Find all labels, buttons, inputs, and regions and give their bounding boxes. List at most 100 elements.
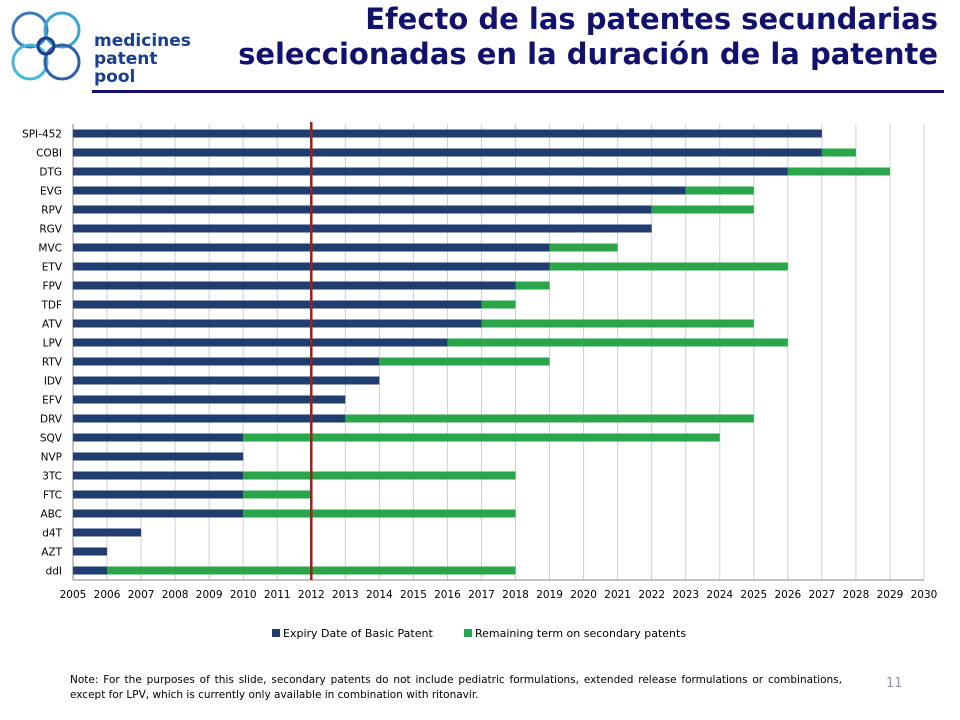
x-tick-label: 2022	[638, 589, 665, 601]
x-tick-label: 2019	[536, 589, 563, 601]
bar-secondary-patents	[549, 262, 788, 271]
x-tick-label: 2021	[604, 589, 631, 601]
bar-basic-patent	[73, 281, 516, 290]
bar-basic-patent	[73, 528, 142, 537]
x-tick-label: 2011	[264, 589, 291, 601]
category-label: EVG	[40, 186, 62, 198]
bar-secondary-patents	[243, 471, 516, 480]
bar-basic-patent	[73, 319, 482, 328]
bar-secondary-patents	[447, 338, 788, 347]
x-tick-label: 2018	[502, 589, 529, 601]
x-tick-label: 2020	[570, 589, 597, 601]
category-label: ATV	[42, 319, 63, 331]
bar-secondary-patents	[515, 281, 550, 290]
x-tick-label: 2007	[128, 589, 155, 601]
category-label: 3TC	[42, 471, 62, 483]
x-tick-label: 2012	[298, 589, 325, 601]
x-tick-label: 2026	[774, 589, 801, 601]
slide-title-line-2: seleccionadas en la duración de la paten…	[238, 37, 938, 71]
x-tick-label: 2025	[740, 589, 767, 601]
category-label: RPV	[41, 205, 63, 217]
category-label: SPI-452	[22, 129, 62, 141]
logo-word-patent: patent	[94, 49, 158, 69]
x-tick-label: 2027	[809, 589, 836, 601]
logo-word-medicines: medicines	[94, 31, 191, 51]
x-tick-label: 2010	[230, 589, 257, 601]
bar-secondary-patents	[243, 433, 720, 442]
category-label: d4T	[42, 528, 62, 540]
category-label: RGV	[39, 224, 62, 236]
bar-secondary-patents	[821, 148, 856, 157]
category-label: FTC	[43, 490, 62, 502]
bar-secondary-patents	[481, 319, 754, 328]
bar-basic-patent	[73, 433, 244, 442]
logo-word-pool: pool	[94, 67, 136, 87]
bar-basic-patent	[73, 414, 346, 423]
category-label: NVP	[41, 452, 62, 464]
x-tick-label: 2016	[434, 589, 461, 601]
bar-basic-patent	[73, 129, 822, 138]
x-tick-label: 2028	[843, 589, 870, 601]
x-tick-label: 2029	[877, 589, 904, 601]
bar-secondary-patents	[243, 509, 516, 518]
bar-secondary-patents	[345, 414, 754, 423]
bar-basic-patent	[73, 205, 652, 214]
title-underline	[92, 90, 944, 93]
category-label: ETV	[42, 262, 63, 274]
x-tick-label: 2014	[366, 589, 393, 601]
slide-title-line-1: Efecto de las patentes secundarias	[365, 2, 938, 36]
bar-basic-patent	[73, 338, 448, 347]
page-number: 11	[886, 676, 903, 691]
category-label: ABC	[40, 509, 62, 521]
bar-basic-patent	[73, 357, 380, 366]
category-label: MVC	[38, 243, 62, 255]
bar-secondary-patents	[651, 205, 754, 214]
x-tick-label: 2024	[706, 589, 733, 601]
category-label: RTV	[42, 357, 63, 369]
bar-secondary-patents	[787, 167, 890, 176]
x-tick-label: 2006	[94, 589, 121, 601]
footnote: Note: For the purposes of this slide, se…	[70, 674, 842, 701]
bar-basic-patent	[73, 471, 244, 480]
bar-basic-patent	[73, 148, 822, 157]
category-label: LPV	[43, 338, 63, 350]
category-label: COBI	[36, 148, 62, 160]
patent-duration-chart: 2005 2006 2007 2008 2009 2010 2011 2012 2013 2014…	[22, 122, 938, 640]
category-label: FPV	[42, 281, 62, 293]
category-label: AZT	[41, 547, 62, 559]
bar-basic-patent	[73, 300, 482, 309]
category-label: DRV	[40, 414, 63, 426]
bar-basic-patent	[73, 186, 686, 195]
bar-basic-patent	[73, 224, 652, 233]
x-tick-label: 2009	[196, 589, 223, 601]
category-label: ddI	[46, 566, 62, 578]
bar-basic-patent	[73, 395, 346, 404]
bar-basic-patent	[73, 167, 788, 176]
x-tick-label: 2030	[911, 589, 938, 601]
pinwheel-logo-icon	[11, 11, 81, 81]
category-label: IDV	[44, 376, 63, 388]
legend-label: Expiry Date of Basic Patent	[283, 627, 433, 640]
x-tick-label: 2023	[672, 589, 699, 601]
category-label: EFV	[42, 395, 63, 407]
x-tick-label: 2013	[332, 589, 359, 601]
bar-basic-patent	[73, 490, 244, 499]
bar-basic-patent	[73, 566, 108, 575]
legend-swatch	[272, 629, 280, 637]
category-label: SQV	[40, 433, 63, 445]
category-label: TDF	[40, 300, 62, 312]
legend-swatch	[464, 629, 472, 637]
bar-secondary-patents	[549, 243, 618, 252]
bar-basic-patent	[73, 509, 244, 518]
bar-secondary-patents	[379, 357, 550, 366]
slide-title: Efecto de las patentes secundarias selec…	[198, 2, 938, 72]
bar-basic-patent	[73, 452, 244, 461]
bar-basic-patent	[73, 547, 108, 556]
x-tick-label: 2015	[400, 589, 427, 601]
bar-basic-patent	[73, 376, 380, 385]
bar-secondary-patents	[243, 490, 312, 499]
category-label: DTG	[39, 167, 62, 179]
x-tick-label: 2008	[162, 589, 189, 601]
legend-label: Remaining term on secondary patents	[475, 627, 686, 640]
bar-secondary-patents	[685, 186, 754, 195]
